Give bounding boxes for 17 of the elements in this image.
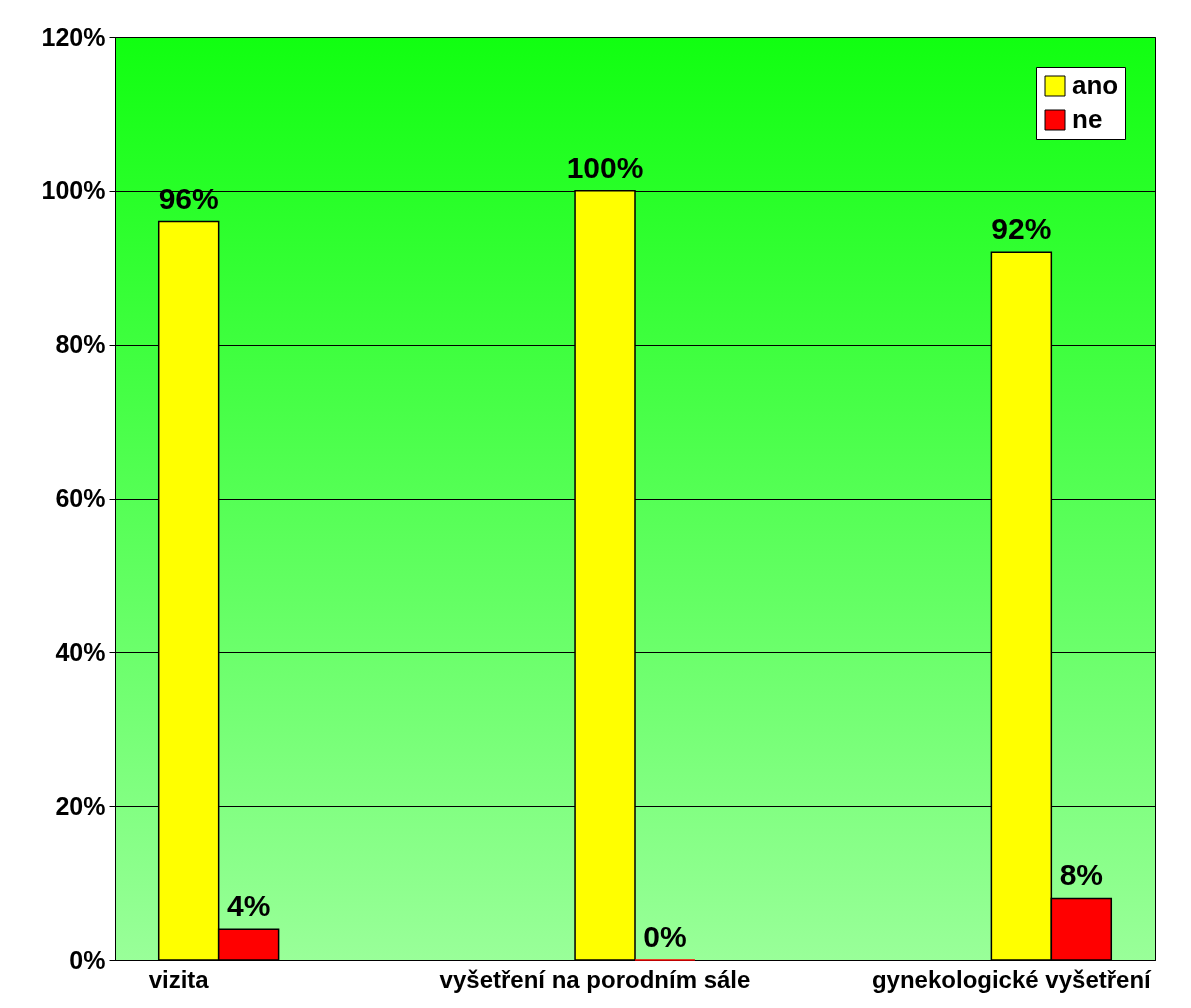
y-tick-label: 40% xyxy=(55,637,106,666)
x-tick-label: gynekologické vyšetření xyxy=(871,965,1153,993)
y-tick-label: 0% xyxy=(69,945,106,974)
y-tick-label: 60% xyxy=(55,484,106,512)
data-label: 8% xyxy=(1059,858,1103,892)
y-tick-label: 100% xyxy=(41,176,106,205)
y-tick-label: 80% xyxy=(55,330,106,359)
data-label: 92% xyxy=(991,212,1052,246)
y-tick-label: 20% xyxy=(55,791,106,820)
x-tick-label: vyšetření na porodním sále xyxy=(439,965,751,993)
legend-label: ne xyxy=(1072,104,1103,134)
x-tick-label: vizita xyxy=(148,965,210,993)
legend-label: ano xyxy=(1072,70,1119,100)
data-label: 0% xyxy=(643,920,687,953)
y-tick-label: 120% xyxy=(41,22,106,51)
data-label: 4% xyxy=(226,889,271,923)
data-label: 100% xyxy=(566,150,644,184)
